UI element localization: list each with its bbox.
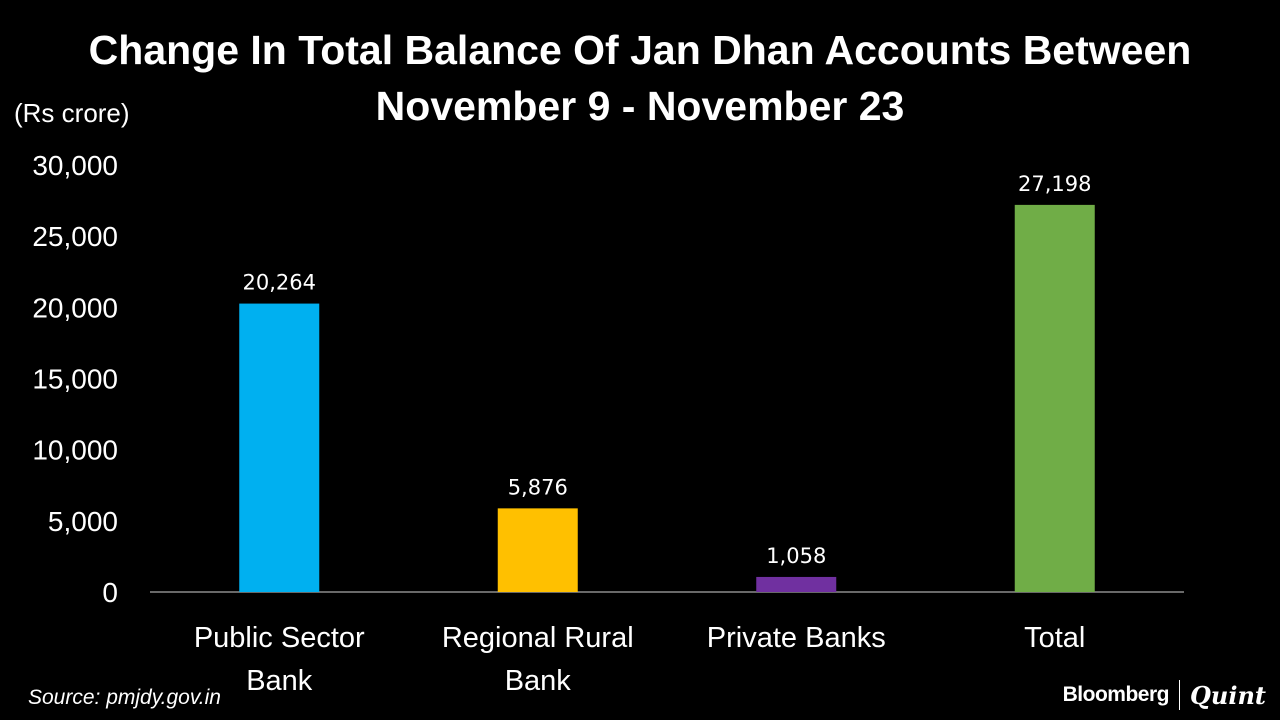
bar <box>497 508 578 592</box>
brand-primary: Bloomberg <box>1062 683 1170 706</box>
data-label: 27,198 <box>1018 172 1091 196</box>
y-tick-label: 20,000 <box>32 292 118 323</box>
data-label: 5,876 <box>508 475 568 499</box>
y-tick-label: 25,000 <box>32 221 118 252</box>
data-label: 1,058 <box>766 544 826 568</box>
chart-title-line-1: Change In Total Balance Of Jan Dhan Acco… <box>88 27 1192 73</box>
brand-logo: Bloomberg Quint <box>1063 680 1266 710</box>
bar <box>1014 204 1095 592</box>
y-tick-label: 30,000 <box>32 150 118 181</box>
x-tick-label: Public Sector <box>194 622 365 654</box>
bar <box>239 303 320 592</box>
brand-divider <box>1178 680 1180 710</box>
y-tick-label: 0 <box>102 577 118 608</box>
source-note: Source: pmjdy.gov.in <box>28 686 221 709</box>
y-tick-label: 10,000 <box>32 435 118 466</box>
brand-secondary: Quint <box>1189 680 1266 710</box>
chart-title: Change In Total Balance Of Jan Dhan Acco… <box>0 22 1280 134</box>
x-tick-label: Regional Rural <box>442 622 634 654</box>
data-label: 20,264 <box>243 271 316 295</box>
chart-title-line-2: November 9 - November 23 <box>375 83 905 129</box>
y-axis-unit-label: (Rs crore) <box>14 98 130 128</box>
x-tick-label: Total <box>1024 622 1085 654</box>
x-tick-label: Private Banks <box>707 622 886 654</box>
x-tick-label: Bank <box>505 665 572 697</box>
x-tick-label: Bank <box>246 665 313 697</box>
y-tick-label: 15,000 <box>32 364 118 395</box>
bar <box>756 576 837 592</box>
y-tick-label: 5,000 <box>48 506 118 537</box>
